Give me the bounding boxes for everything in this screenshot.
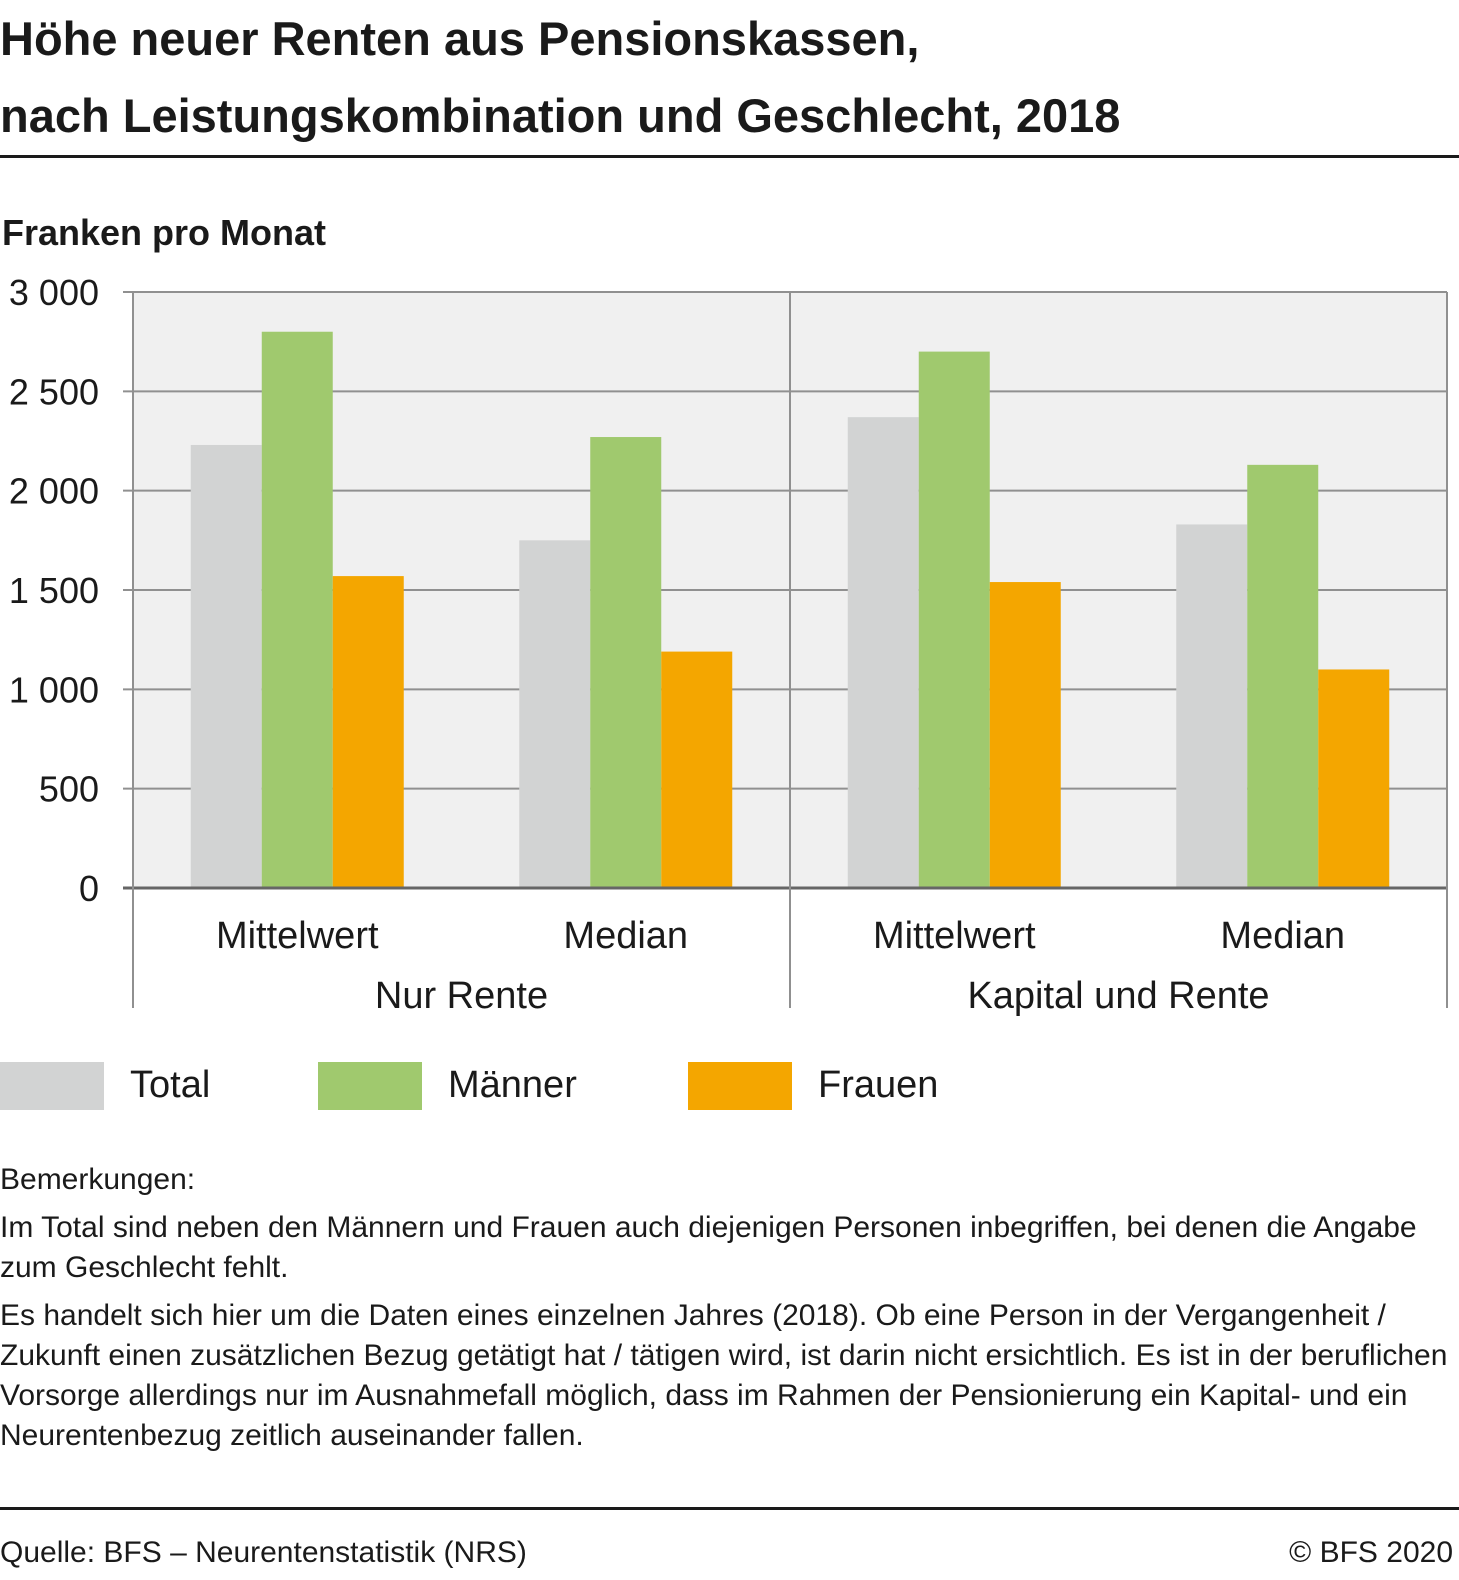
x-group-label: Kapital und Rente — [967, 975, 1269, 1017]
bar-total-3 — [1176, 524, 1248, 888]
bar-frauen-2 — [989, 582, 1061, 888]
legend-label-maenner: Männer — [448, 1064, 577, 1106]
bar-total-1 — [519, 540, 591, 888]
legend-label-frauen: Frauen — [818, 1064, 939, 1106]
y-tick-label: 2 000 — [9, 471, 99, 512]
legend-swatch-maenner — [318, 1062, 422, 1110]
y-tick-label: 0 — [79, 868, 99, 909]
notes-heading: Bemerkungen: — [0, 1163, 196, 1196]
bar-maenner-2 — [918, 351, 990, 889]
x-category-label: Median — [1220, 915, 1345, 957]
source-note: Quelle: BFS – Neurentenstatistik (NRS) — [0, 1536, 527, 1569]
chart-title-line-1: Höhe neuer Renten aus Pensionskassen, — [0, 12, 920, 65]
y-tick-label: 2 500 — [9, 371, 99, 412]
bar-maenner-1 — [590, 437, 662, 888]
chart-notes: Bemerkungen: Im Total sind neben den Män… — [0, 1160, 1452, 1464]
y-tick-label: 1 000 — [9, 669, 99, 710]
y-tick-label: 1 500 — [9, 570, 99, 611]
chart-title: Höhe neuer Renten aus Pensionskassen, na… — [0, 0, 1450, 154]
x-group-label: Nur Rente — [375, 975, 548, 1017]
bar-frauen-0 — [332, 576, 404, 888]
title-divider — [0, 155, 1459, 158]
chart-legend: Total Männer Frauen — [0, 1062, 1000, 1112]
x-category-label: Mittelwert — [216, 915, 379, 957]
copyright-note: © BFS 2020 — [1289, 1536, 1453, 1569]
legend-swatch-frauen — [688, 1062, 792, 1110]
y-axis-unit-label: Franken pro Monat — [2, 212, 327, 253]
bar-frauen-1 — [661, 651, 733, 888]
y-tick-label: 500 — [39, 769, 99, 810]
y-tick-label: 3 000 — [9, 272, 99, 313]
footer-divider — [0, 1507, 1459, 1510]
notes-paragraph-1: Im Total sind neben den Männern und Frau… — [0, 1211, 1417, 1284]
bar-total-0 — [190, 444, 262, 888]
chart-title-line-2: nach Leistungskombination und Geschlecht… — [0, 89, 1121, 142]
bar-maenner-3 — [1247, 464, 1319, 888]
x-category-label: Mittelwert — [873, 915, 1036, 957]
x-category-label: Median — [563, 915, 688, 957]
bar-total-2 — [847, 417, 919, 888]
notes-paragraph-2: Es handelt sich hier um die Daten eines … — [0, 1299, 1448, 1452]
legend-label-total: Total — [130, 1064, 211, 1106]
bar-frauen-3 — [1318, 669, 1390, 888]
bar-maenner-0 — [261, 331, 333, 888]
bar-chart: 0 500 1 000 1 500 2 000 2 500 3 000 Mittelwert M… — [9, 272, 1448, 1017]
legend-swatch-total — [0, 1062, 104, 1110]
